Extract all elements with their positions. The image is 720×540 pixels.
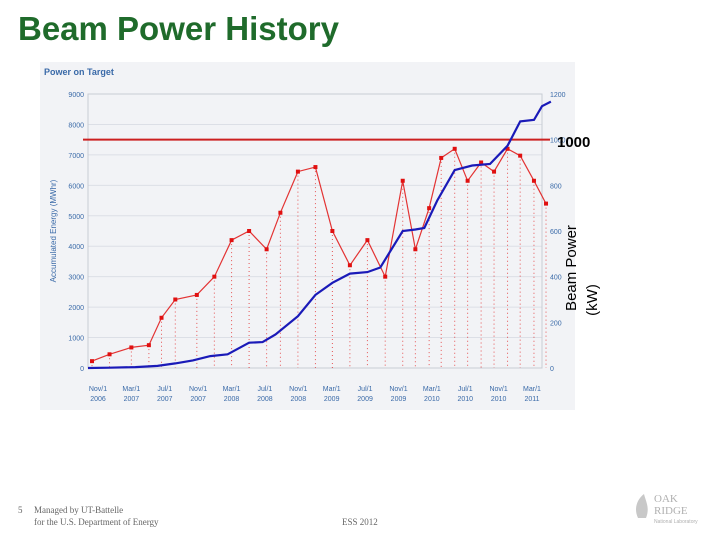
y-tick-label: 4000 — [68, 244, 84, 251]
slide-title: Beam Power History — [18, 10, 339, 47]
y-tick-label: 3000 — [68, 275, 84, 282]
y-tick-label: 5000 — [68, 214, 84, 221]
x-tick-label-month: Mar/1 — [223, 386, 241, 393]
accumulated-energy-series — [87, 100, 552, 370]
y2-tick-label: 400 — [550, 275, 562, 282]
x-tick-label-year: 2010 — [424, 396, 440, 403]
logo-word-lab: National Laboratory — [654, 519, 698, 525]
y-tick-label: 7000 — [68, 153, 84, 160]
oak-leaf-icon — [636, 494, 648, 518]
y2-tick-label: 1200 — [550, 92, 566, 99]
footer-event: ESS 2012 — [342, 517, 378, 527]
accumulated-energy-line — [87, 100, 552, 370]
x-tick-label-month: Nov/1 — [89, 386, 107, 393]
x-tick-label-month: Mar/1 — [523, 386, 541, 393]
x-tick-label-year: 2008 — [224, 396, 240, 403]
x-tick-label-month: Jul/1 — [358, 386, 373, 393]
x-tick-label-month: Nov/1 — [389, 386, 407, 393]
x-tick-label-month: Nov/1 — [489, 386, 507, 393]
y2-axis-label-line2: (kW) — [584, 284, 601, 316]
y2-tick-label: 0 — [550, 366, 554, 373]
x-tick-label-month: Jul/1 — [458, 386, 473, 393]
x-tick-label-month: Mar/1 — [122, 386, 140, 393]
footer-managed-by: Managed by UT-Battelle — [34, 505, 124, 515]
y2-tick-label: 1000 — [550, 138, 566, 145]
chart-background — [40, 62, 575, 410]
x-tick-label-year: 2009 — [324, 396, 340, 403]
x-tick-label-year: 2007 — [190, 396, 206, 403]
logo-word-ridge: RIDGE — [654, 505, 688, 517]
x-tick-label-month: Jul/1 — [157, 386, 172, 393]
y-tick-label: 6000 — [68, 183, 84, 190]
x-tick-label-year: 2009 — [391, 396, 407, 403]
y-tick-label: 9000 — [68, 92, 84, 99]
x-tick-label-year: 2008 — [257, 396, 273, 403]
x-tick-label-year: 2011 — [524, 396, 539, 403]
y2-tick-label: 800 — [550, 183, 562, 190]
x-tick-label-month: Jul/1 — [258, 386, 273, 393]
y2-axis-label-line1: Beam Power — [563, 225, 580, 311]
x-tick-label-year: 2010 — [491, 396, 507, 403]
x-tick-label-year: 2008 — [291, 396, 307, 403]
x-axis-ticks: Nov/1 2006 Mar/1 2007 Jul/1 2007 Nov/1 2007 Mar/… — [89, 386, 541, 403]
y2-axis-ticks: 0 200 400 600 800 1000 1200 — [550, 92, 566, 373]
y-axis-label: Accumulated Energy (MWhr) — [49, 179, 58, 282]
y-tick-label: 2000 — [68, 305, 84, 312]
y-tick-label: 8000 — [68, 122, 84, 129]
x-tick-label-year: 2007 — [124, 396, 140, 403]
x-tick-label-month: Mar/1 — [323, 386, 341, 393]
y-tick-label: 0 — [80, 366, 84, 373]
x-tick-label-year: 2006 — [90, 396, 106, 403]
x-tick-label-year: 2010 — [457, 396, 473, 403]
x-tick-label-month: Nov/1 — [289, 386, 307, 393]
y-tick-label: 1000 — [68, 336, 84, 343]
y2-tick-label: 600 — [550, 229, 562, 236]
x-tick-label-year: 2007 — [157, 396, 173, 403]
x-tick-label-month: Mar/1 — [423, 386, 441, 393]
oak-ridge-logo: OAK RIDGE National Laboratory — [636, 493, 698, 525]
footer-department: for the U.S. Department of Energy — [34, 517, 159, 527]
reference-line-label: 1000 — [557, 134, 590, 151]
y-axis-ticks: 0 1000 2000 3000 4000 5000 6000 7000 8000 9000 — [68, 92, 84, 373]
x-tick-label-year: 2009 — [357, 396, 373, 403]
page-number: 5 — [18, 505, 23, 515]
chart-title: Power on Target — [44, 67, 114, 77]
x-tick-label-month: Nov/1 — [189, 386, 207, 393]
logo-word-oak: OAK — [654, 493, 678, 505]
y2-tick-label: 200 — [550, 320, 562, 327]
